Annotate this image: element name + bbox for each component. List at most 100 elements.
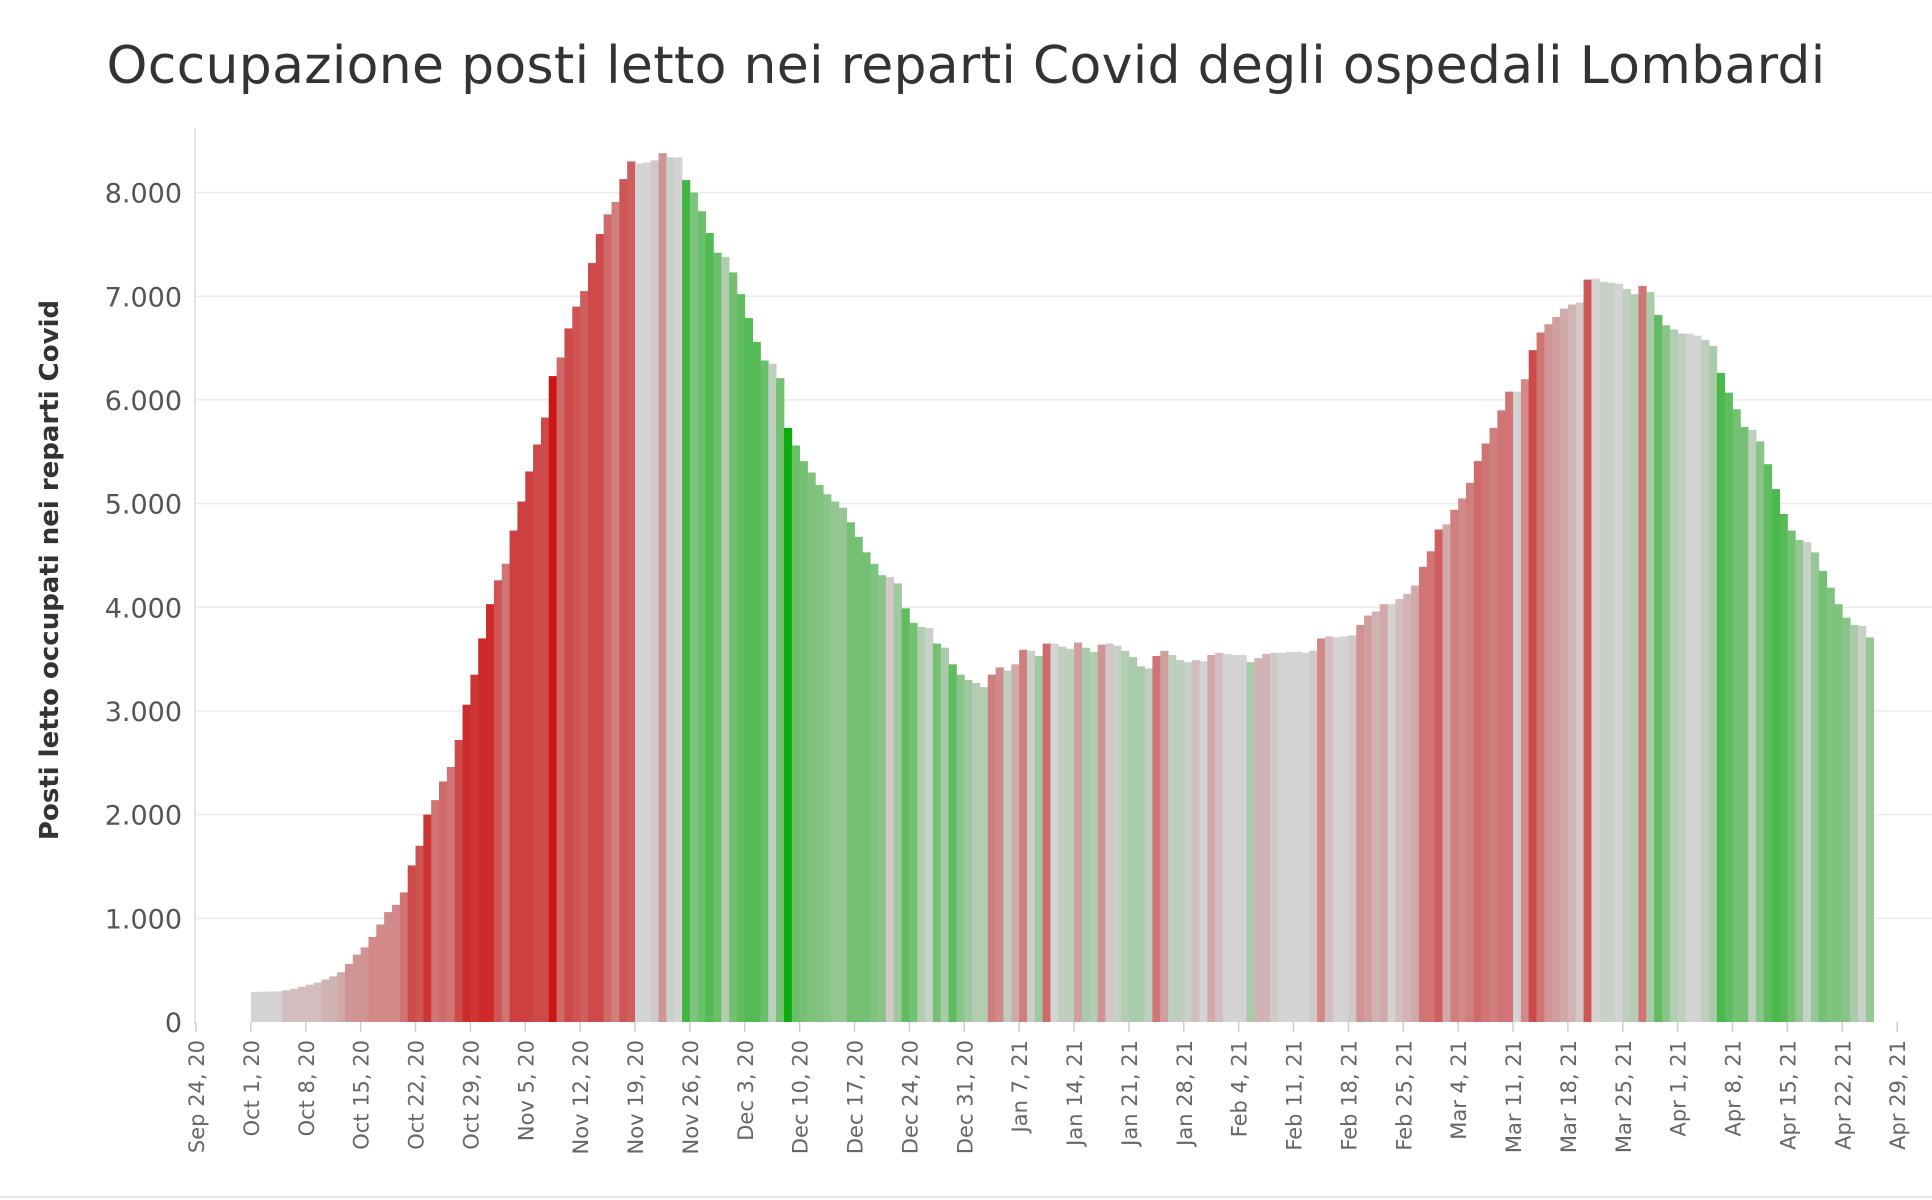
- bar: [689, 192, 699, 1022]
- bar: [1222, 653, 1232, 1022]
- y-tick-label: 2.000: [105, 801, 182, 832]
- x-tick-label: Feb 25, 21: [1392, 1040, 1416, 1151]
- bar: [815, 484, 824, 1022]
- bar: [1081, 647, 1091, 1022]
- y-tick-label: 5.000: [105, 490, 182, 521]
- bar: [1230, 654, 1240, 1022]
- bar: [360, 947, 369, 1022]
- bar: [1779, 513, 1788, 1022]
- x-tick-label: Nov 5, 20: [514, 1040, 538, 1141]
- bar: [1591, 278, 1600, 1022]
- bar: [838, 507, 848, 1022]
- bar: [525, 471, 534, 1023]
- bar: [1066, 648, 1075, 1022]
- bar: [1803, 541, 1812, 1022]
- bar: [1622, 289, 1632, 1022]
- bar: [1136, 666, 1145, 1022]
- bar: [909, 622, 918, 1022]
- bar: [776, 378, 785, 1022]
- x-tick-label: Feb 4, 21: [1228, 1040, 1252, 1137]
- bar: [1238, 654, 1247, 1022]
- bar: [658, 153, 667, 1022]
- bar: [1293, 651, 1302, 1022]
- y-tick-label: 7.000: [105, 282, 182, 313]
- bar: [995, 667, 1004, 1022]
- bar: [1756, 441, 1765, 1022]
- bar: [1771, 489, 1780, 1023]
- bar: [407, 865, 416, 1022]
- bar: [1207, 654, 1216, 1022]
- x-tick-label: Feb 18, 21: [1337, 1040, 1361, 1151]
- bar: [1246, 662, 1255, 1022]
- x-tick-label: Dec 24, 20: [898, 1040, 922, 1154]
- bar: [1105, 643, 1114, 1022]
- bar: [783, 427, 793, 1022]
- bar: [1042, 643, 1051, 1022]
- bar: [1834, 604, 1843, 1022]
- bar: [1528, 350, 1537, 1022]
- bar: [1842, 617, 1851, 1022]
- bar: [1434, 529, 1443, 1022]
- bar: [1254, 658, 1263, 1022]
- bar: [376, 924, 385, 1022]
- bar: [478, 638, 487, 1022]
- bar: [901, 608, 910, 1022]
- x-tick-label: Jan 28, 21: [1173, 1040, 1197, 1148]
- bar: [1003, 670, 1012, 1022]
- bar: [1152, 656, 1161, 1022]
- bar: [1630, 294, 1639, 1022]
- x-tick-label: Mar 11, 21: [1502, 1040, 1526, 1153]
- bar: [1034, 656, 1044, 1022]
- bar: [556, 357, 565, 1022]
- x-tick-label: Oct 22, 20: [405, 1040, 429, 1150]
- bar: [1058, 646, 1067, 1022]
- bar: [1426, 551, 1436, 1022]
- bar: [1787, 530, 1796, 1022]
- bar: [1364, 615, 1373, 1022]
- bar: [1144, 668, 1153, 1022]
- bar: [1544, 324, 1553, 1022]
- bar: [290, 988, 299, 1022]
- bar: [1175, 660, 1185, 1022]
- bar: [744, 318, 753, 1022]
- bar: [1701, 339, 1710, 1022]
- y-tick-label: 3.000: [105, 697, 182, 728]
- bar: [831, 501, 840, 1022]
- x-tick-label: Dec 3, 20: [734, 1040, 758, 1141]
- bar: [462, 704, 471, 1022]
- bar: [1661, 325, 1671, 1022]
- bar: [1677, 333, 1686, 1023]
- bar: [1583, 279, 1592, 1022]
- bar: [1442, 524, 1451, 1022]
- x-tick-label: Apr 29, 21: [1886, 1040, 1910, 1150]
- bar: [791, 445, 801, 1022]
- bar: [972, 682, 981, 1022]
- bar: [846, 522, 855, 1022]
- bar: [1560, 308, 1569, 1022]
- bar: [697, 211, 706, 1023]
- bar: [1450, 509, 1459, 1023]
- bar: [682, 180, 691, 1022]
- bar: [885, 577, 895, 1022]
- bar: [713, 252, 722, 1022]
- bar: [486, 604, 495, 1022]
- x-tick-label: Apr 15, 21: [1776, 1040, 1800, 1150]
- bar: [493, 580, 503, 1022]
- bar: [1489, 427, 1498, 1022]
- bar: [1458, 498, 1467, 1022]
- bar: [250, 991, 260, 1022]
- x-tick-label: Jan 14, 21: [1063, 1040, 1087, 1148]
- bar: [862, 552, 871, 1022]
- bar: [870, 563, 879, 1022]
- bar: [329, 976, 338, 1022]
- x-tick-label: Nov 12, 20: [569, 1040, 593, 1154]
- bar: [823, 494, 832, 1022]
- bar: [1850, 624, 1859, 1022]
- bar: [1340, 636, 1349, 1022]
- bar: [501, 563, 510, 1022]
- bar: [1552, 316, 1561, 1022]
- bar: [587, 263, 597, 1023]
- x-tick-label: Dec 10, 20: [789, 1040, 813, 1154]
- x-tick-label: Jan 21, 21: [1118, 1040, 1142, 1148]
